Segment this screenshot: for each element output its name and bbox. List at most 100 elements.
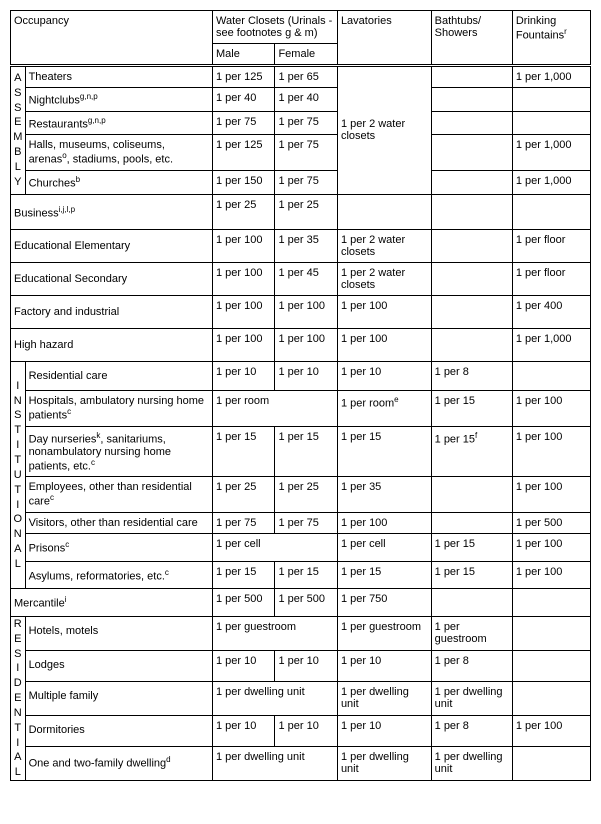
cell-occupancy: Employees, other than residential carec <box>25 477 212 513</box>
header-male: Male <box>212 44 274 66</box>
cell-bath: 1 per 15f <box>431 426 512 476</box>
cell-lav: 1 per dwelling unit <box>337 681 431 716</box>
cell-female: 1 per 10 <box>275 651 337 681</box>
cell-bath <box>431 477 512 513</box>
cell-occupancy: Halls, museums, coliseums, arenaso, stad… <box>25 135 212 171</box>
cell-drink: 1 per 100 <box>512 533 590 561</box>
header-water-closets: Water Closets (Urinals - see footnotes g… <box>212 11 337 44</box>
row-halls: Halls, museums, coliseums, arenaso, stad… <box>11 135 591 171</box>
cell-occupancy: Residential care <box>25 362 212 391</box>
cell-occupancy: Hospitals, ambulatory nursing home patie… <box>25 391 212 427</box>
cell-occupancy: Churchesb <box>25 170 212 194</box>
cell-drink: 1 per 100 <box>512 716 590 746</box>
cell-drink: 1 per 1,000 <box>512 66 590 88</box>
cell-bath: 1 per 8 <box>431 716 512 746</box>
cell-lav: 1 per 10 <box>337 651 431 681</box>
header-bathtubs: Bathtubs/ Showers <box>431 11 512 66</box>
cell-female: 1 per 75 <box>275 170 337 194</box>
cell-bath <box>431 135 512 171</box>
cell-lav: 1 per 15 <box>337 561 431 589</box>
cell-drink <box>512 362 590 391</box>
cell-mf: 1 per dwelling unit <box>212 746 337 781</box>
cell-male: 1 per 10 <box>212 651 274 681</box>
cell-bath: 1 per 15 <box>431 391 512 427</box>
cell-drink: 1 per 100 <box>512 426 590 476</box>
cell-bath: 1 per dwelling unit <box>431 681 512 716</box>
cell-occupancy: Multiple family <box>25 681 212 716</box>
cell-mf: 1 per guestroom <box>212 616 337 651</box>
cell-male: 1 per 100 <box>212 263 274 296</box>
cell-bath <box>431 263 512 296</box>
cell-lav: 1 per 10 <box>337 362 431 391</box>
cell-drink: 1 per 100 <box>512 561 590 589</box>
cell-bath: 1 per 15 <box>431 561 512 589</box>
cell-occupancy: Visitors, other than residential care <box>25 512 212 533</box>
cell-female: 1 per 75 <box>275 135 337 171</box>
cell-lav: 1 per 35 <box>337 477 431 513</box>
cell-female: 1 per 100 <box>275 296 337 329</box>
cell-male: 1 per 100 <box>212 296 274 329</box>
cell-female: 1 per 65 <box>275 66 337 88</box>
cell-lav: 1 per 100 <box>337 296 431 329</box>
cell-lav: 1 per 750 <box>337 589 431 617</box>
cell-male: 1 per 25 <box>212 477 274 513</box>
cell-drink <box>512 746 590 781</box>
cell-female: 1 per 40 <box>275 88 337 112</box>
cell-male: 1 per 10 <box>212 716 274 746</box>
cell-drink <box>512 88 590 112</box>
cell-occupancy: Educational Secondary <box>11 263 213 296</box>
cell-lav: 1 per dwelling unit <box>337 746 431 781</box>
cell-female: 1 per 75 <box>275 111 337 135</box>
cell-drink: 1 per floor <box>512 263 590 296</box>
row-rescare: I N S T I T U T I O N A L Residential ca… <box>11 362 591 391</box>
cell-drink <box>512 589 590 617</box>
cell-bath <box>431 589 512 617</box>
group-residential: R E S I D E N T I A L <box>11 616 26 780</box>
cell-lav: 1 per cell <box>337 533 431 561</box>
cell-occupancy: One and two-family dwellingd <box>25 746 212 781</box>
cell-occupancy: Restaurantsg,n,p <box>25 111 212 135</box>
cell-occupancy: Educational Elementary <box>11 230 213 263</box>
row-business: Businessi,j,l,p 1 per 25 1 per 25 <box>11 194 591 230</box>
cell-bath <box>431 111 512 135</box>
cell-bath <box>431 194 512 230</box>
row-hospitals: Hospitals, ambulatory nursing home patie… <box>11 391 591 427</box>
header-drinking: Drinking Fountainsr <box>512 11 590 66</box>
row-dorms: Dormitories 1 per 10 1 per 10 1 per 10 1… <box>11 716 591 746</box>
cell-bath: 1 per 8 <box>431 651 512 681</box>
header-row-1: Occupancy Water Closets (Urinals - see f… <box>11 11 591 44</box>
cell-male: 1 per 100 <box>212 230 274 263</box>
cell-male: 1 per 15 <box>212 426 274 476</box>
header-female: Female <box>275 44 337 66</box>
cell-occupancy: Dormitories <box>25 716 212 746</box>
cell-drink: 1 per 1,000 <box>512 329 590 362</box>
cell-bath <box>431 512 512 533</box>
cell-drink: 1 per 100 <box>512 477 590 513</box>
cell-bath <box>431 88 512 112</box>
cell-drink <box>512 111 590 135</box>
cell-male: 1 per 15 <box>212 561 274 589</box>
cell-female: 1 per 25 <box>275 194 337 230</box>
cell-mf: 1 per room <box>212 391 337 427</box>
row-employees: Employees, other than residential carec … <box>11 477 591 513</box>
cell-drink <box>512 616 590 651</box>
cell-male: 1 per 25 <box>212 194 274 230</box>
cell-occupancy: Businessi,j,l,p <box>11 194 213 230</box>
cell-drink: 1 per 100 <box>512 391 590 427</box>
cell-female: 1 per 25 <box>275 477 337 513</box>
cell-lav-assembly: 1 per 2 water closets <box>337 66 431 195</box>
cell-female: 1 per 10 <box>275 362 337 391</box>
cell-male: 1 per 500 <box>212 589 274 617</box>
row-nightclubs: Nightclubsg,n,p 1 per 40 1 per 40 <box>11 88 591 112</box>
cell-male: 1 per 75 <box>212 111 274 135</box>
cell-occupancy: Nightclubsg,n,p <box>25 88 212 112</box>
cell-lav: 1 per 100 <box>337 329 431 362</box>
cell-male: 1 per 100 <box>212 329 274 362</box>
row-prisons: Prisonsc 1 per cell 1 per cell 1 per 15 … <box>11 533 591 561</box>
cell-occupancy: Prisonsc <box>25 533 212 561</box>
cell-female: 1 per 10 <box>275 716 337 746</box>
cell-female: 1 per 45 <box>275 263 337 296</box>
cell-occupancy: Lodges <box>25 651 212 681</box>
cell-bath <box>431 296 512 329</box>
row-highhaz: High hazard 1 per 100 1 per 100 1 per 10… <box>11 329 591 362</box>
